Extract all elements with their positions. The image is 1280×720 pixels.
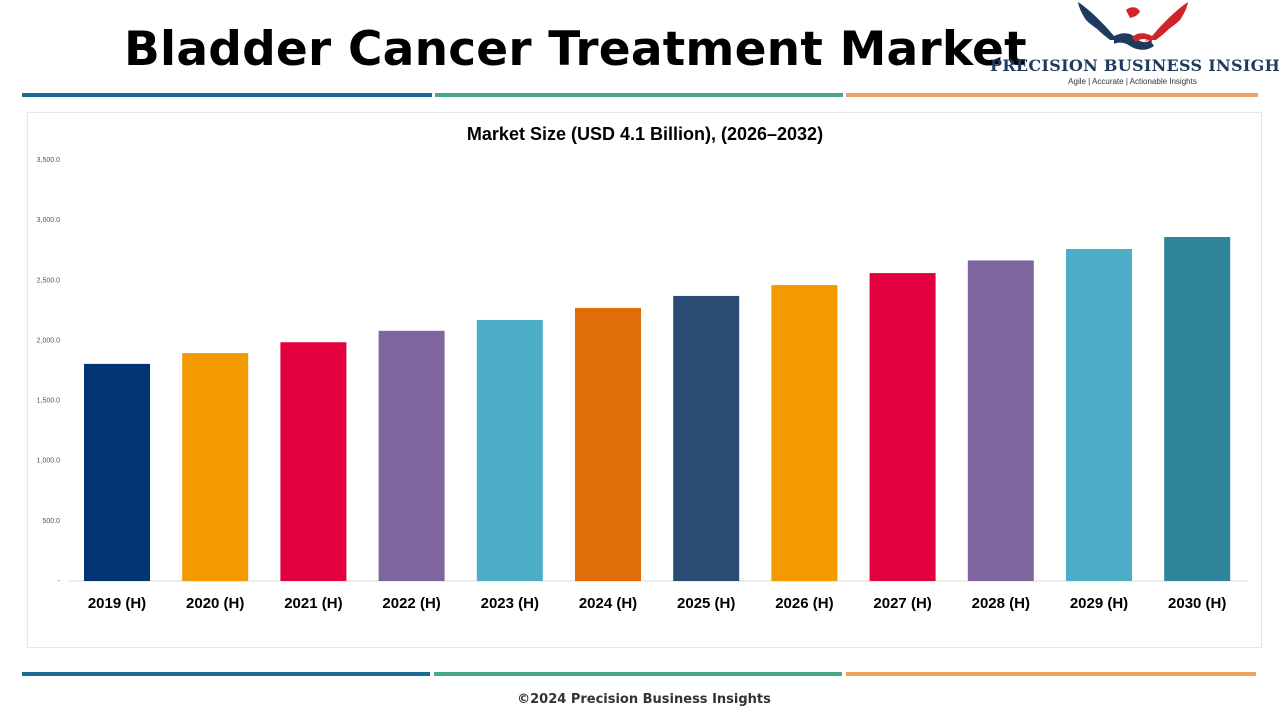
bar-2023 (476, 319, 543, 581)
x-tick-label: 2029 (H) (1070, 595, 1128, 612)
bar-2030 (1164, 236, 1231, 582)
footer-copyright: ©2024 Precision Business Insights (517, 692, 771, 707)
y-tick-label: 1,000.0 (37, 458, 60, 465)
x-tick-label: 2021 (H) (284, 595, 342, 612)
bar-2021 (280, 342, 347, 581)
eagle-handshake-icon (1078, 2, 1188, 50)
x-tick-label: 2023 (H) (481, 595, 539, 612)
x-axis-tick-labels: 2019 (H) 2020 (H) 2021 (H) 2022 (H) 2023 (H)… (88, 595, 1227, 612)
page-title: Bladder Cancer Treatment Market (124, 22, 1027, 77)
bar-2029 (1066, 249, 1132, 582)
company-logo: PRECISION BUSINESS INSIGHTS Agile | Accu… (990, 0, 1280, 92)
bar-2028 (967, 260, 1034, 581)
x-tick-label: 2028 (H) (972, 595, 1030, 612)
footer-stripe-blue (22, 672, 430, 676)
logo-tagline: Agile | Accurate | Actionable Insights (1068, 77, 1197, 86)
y-tick-label: 1,500.0 (37, 398, 60, 405)
x-tick-label: 2026 (H) (775, 595, 833, 612)
y-tick-label: - (58, 578, 61, 585)
x-tick-label: 2030 (H) (1168, 595, 1226, 612)
y-tick-label: 3,500.0 (37, 157, 60, 164)
bar-2025 (673, 295, 740, 581)
footer-stripe-orange (846, 672, 1256, 676)
y-tick-label: 2,500.0 (37, 277, 60, 284)
x-tick-label: 2022 (H) (382, 595, 440, 612)
header-stripe-blue (22, 93, 432, 97)
bars (84, 236, 1231, 582)
footer-stripe-green (434, 672, 842, 676)
bar-2022 (378, 330, 445, 581)
x-tick-label: 2020 (H) (186, 595, 244, 612)
y-tick-label: 500.0 (42, 518, 60, 525)
y-axis-tick-labels: - 500.0 1,000.0 1,500.0 2,000.0 2,500.0 3,000.… (37, 157, 61, 585)
y-tick-label: 2,000.0 (37, 337, 60, 344)
y-tick-label: 3,000.0 (37, 217, 60, 224)
chart-title: Market Size (USD 4.1 Billion), (2026–203… (466, 124, 824, 144)
bar-2027 (869, 273, 936, 581)
header-stripe-orange (846, 93, 1258, 97)
bar-2026 (771, 285, 838, 581)
x-tick-label: 2025 (H) (677, 595, 735, 612)
bar-2024 (575, 307, 641, 581)
bar-2020 (182, 353, 249, 581)
x-tick-label: 2027 (H) (873, 595, 931, 612)
header-stripe-green (435, 93, 843, 97)
x-tick-label: 2019 (H) (88, 595, 146, 612)
bar-2019 (84, 363, 150, 581)
logo-name: PRECISION BUSINESS INSIGHTS (990, 56, 1280, 75)
x-tick-label: 2024 (H) (579, 595, 637, 612)
